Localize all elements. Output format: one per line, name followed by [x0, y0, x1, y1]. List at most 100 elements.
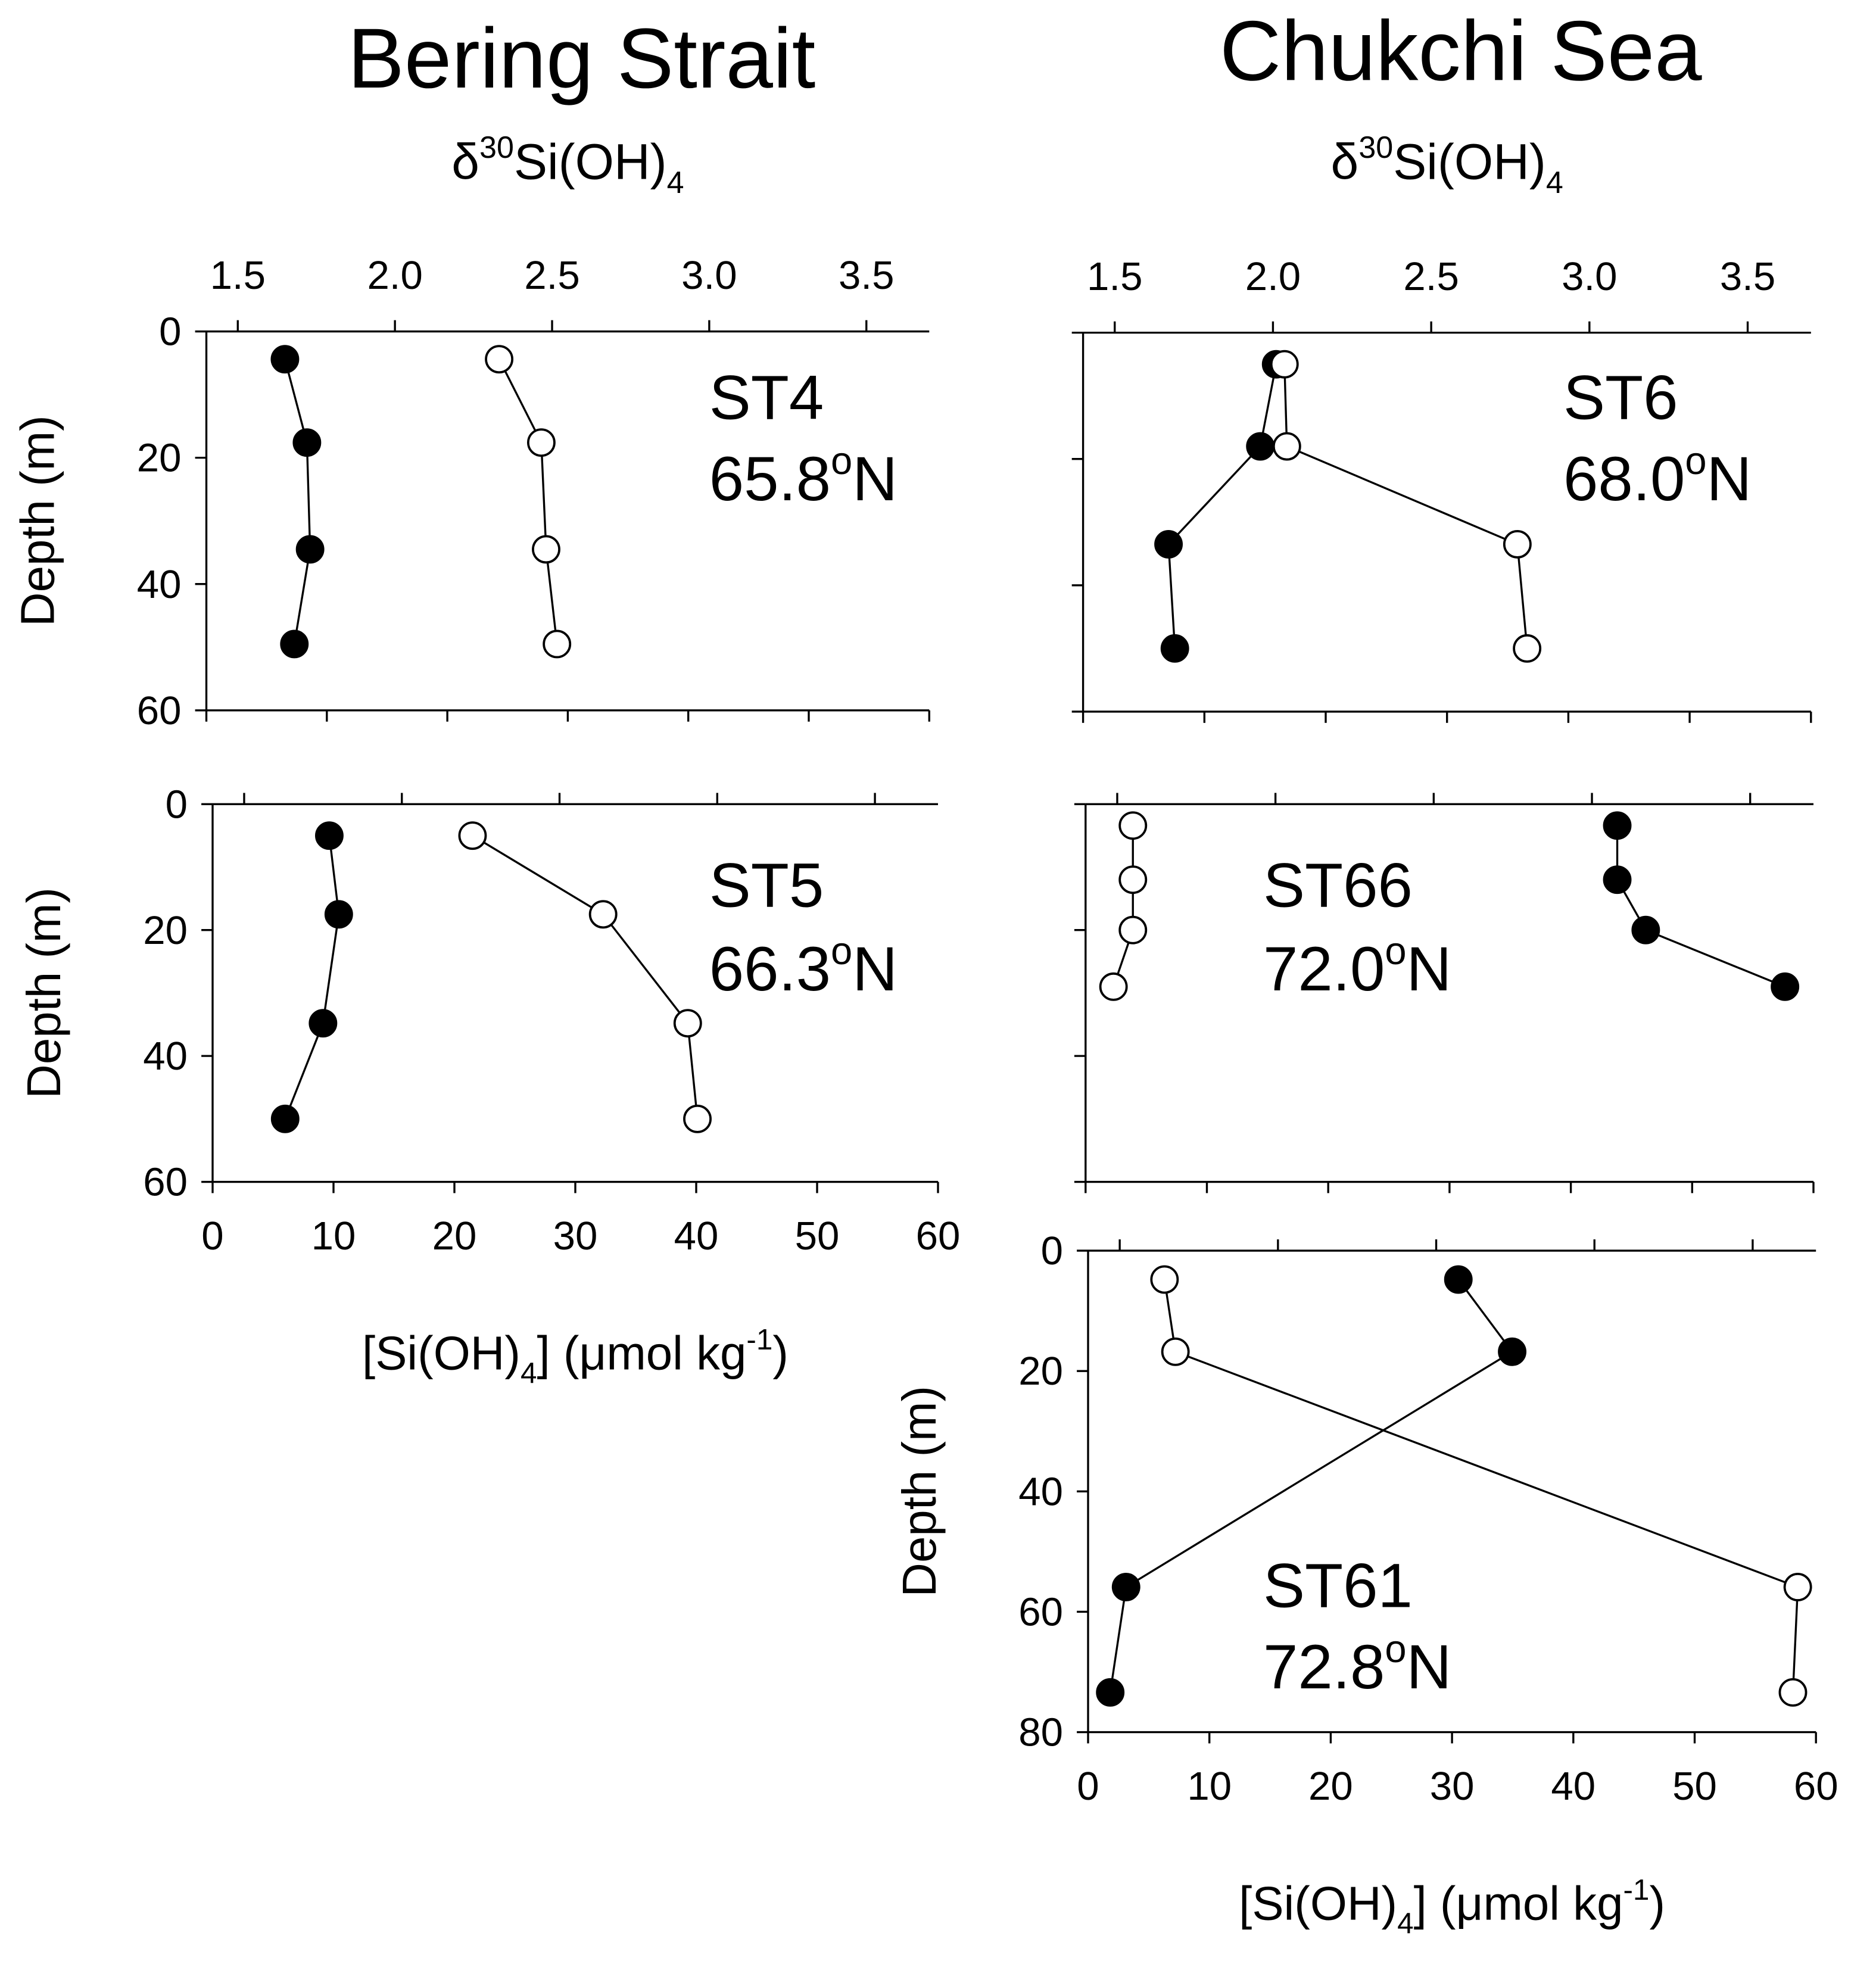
x2-axis-label-part: 4 [1546, 166, 1563, 200]
filled-marker [1631, 915, 1660, 945]
latitude-label-part: N [1407, 1632, 1452, 1702]
x-axis-label-part: ] (μmol kg [1414, 1877, 1623, 1930]
station-label: ST5 [709, 851, 824, 921]
y-tick-label: 80 [1018, 1710, 1063, 1755]
open-marker [1513, 634, 1542, 663]
latitude-label: 66.3oN [709, 929, 898, 1004]
latitude-label-part: N [1407, 934, 1452, 1004]
y-tick-label: 40 [137, 562, 182, 607]
profile-line [1112, 825, 1134, 987]
open-marker [1118, 811, 1148, 840]
latitude-label-part: 72.8 [1263, 1632, 1385, 1702]
latitude-label: 72.8oN [1263, 1627, 1451, 1702]
profile-line [283, 359, 311, 644]
x-tick-label: 40 [1551, 1764, 1595, 1809]
filled-marker [270, 345, 300, 374]
y-tick-label: 60 [143, 1160, 188, 1205]
latitude-label-part: 72.0 [1263, 934, 1385, 1004]
x-axis-label: [Si(OH)4] (μmol kg-1) [362, 1323, 789, 1389]
filled-marker [280, 629, 309, 659]
filled-marker [308, 1009, 338, 1038]
x-axis-label: [Si(OH)4] (μmol kg-1) [1239, 1874, 1665, 1940]
open-marker [1150, 1265, 1179, 1294]
x2-axis-label-part: 30 [1358, 130, 1393, 165]
x2-axis-label-part: Si(OH) [514, 133, 667, 189]
x-tick-label: 60 [916, 1214, 961, 1258]
y-tick-label: 20 [143, 908, 188, 953]
y-tick-label: 60 [137, 688, 182, 733]
open-marker [1503, 529, 1532, 559]
x2-tick-label: 2.5 [1403, 254, 1459, 299]
y-tick-label: 60 [1018, 1589, 1063, 1634]
x2-axis-label-part: 4 [667, 166, 684, 200]
y-tick-label: 0 [1041, 1229, 1063, 1273]
filled-marker [1771, 972, 1800, 1001]
latitude-label-part: N [1707, 444, 1752, 514]
open-marker [458, 821, 487, 850]
filled-marker [1111, 1573, 1140, 1601]
x2-tick-label: 1.5 [210, 253, 266, 298]
x2-axis-label: δ30Si(OH)4 [451, 130, 684, 200]
open-marker [1161, 1337, 1190, 1366]
x2-tick-label: 3.5 [839, 253, 894, 298]
x-tick-label: 50 [795, 1214, 840, 1258]
open-marker [526, 428, 556, 457]
x2-tick-label: 3.0 [1562, 254, 1617, 299]
x2-axis-label-part: δ [451, 133, 479, 189]
open-marker [485, 345, 514, 374]
filled-marker [1154, 529, 1183, 559]
latitude-label-part: N [852, 444, 898, 514]
x-tick-label: 60 [1794, 1764, 1838, 1809]
latitude-label-part: 66.3 [709, 934, 831, 1004]
y-tick-label: 0 [166, 782, 188, 827]
station-label: ST6 [1563, 363, 1678, 433]
x2-tick-label: 3.5 [1720, 254, 1775, 299]
filled-marker [1444, 1265, 1473, 1294]
filled-marker [295, 535, 325, 564]
profile-line [472, 834, 699, 1119]
latitude-label: 65.8oN [709, 439, 898, 514]
profile-line [284, 835, 340, 1120]
station-label: ST4 [709, 363, 824, 433]
x-tick-label: 40 [674, 1214, 719, 1258]
station-label: ST61 [1263, 1551, 1413, 1621]
x-axis-label-part: 4 [521, 1357, 537, 1389]
x-tick-label: 0 [201, 1214, 223, 1258]
profile-line [498, 359, 558, 644]
x2-tick-label: 2.5 [524, 253, 579, 298]
latitude-label-part: o [831, 439, 852, 482]
latitude-label: 72.0oN [1263, 929, 1451, 1004]
x2-axis-label-part: δ [1331, 133, 1359, 189]
station-label: ST66 [1263, 851, 1413, 921]
y-axis-label: Depth (m) [11, 415, 64, 627]
filled-marker [314, 821, 344, 850]
latitude-label-part: o [1385, 929, 1406, 973]
x-axis-label-part: [Si(OH) [362, 1327, 521, 1380]
filled-marker [270, 1104, 300, 1133]
open-marker [1118, 915, 1148, 945]
profile-line [1616, 825, 1785, 988]
x-tick-label: 20 [432, 1214, 477, 1258]
filled-marker [1603, 811, 1632, 840]
open-marker [1099, 972, 1128, 1001]
x-tick-label: 30 [1430, 1764, 1475, 1809]
open-marker [673, 1009, 702, 1038]
x2-tick-label: 2.0 [1245, 254, 1301, 299]
x-axis-label-part: [Si(OH) [1239, 1877, 1397, 1930]
y-axis-label: Depth (m) [17, 887, 70, 1099]
latitude-label-part: o [1385, 1627, 1406, 1670]
x-axis-label-part: ) [1649, 1877, 1665, 1930]
filled-marker [292, 428, 322, 457]
x-axis-label-part: 4 [1397, 1907, 1414, 1940]
filled-marker [324, 900, 353, 929]
open-marker [1783, 1573, 1812, 1601]
x2-tick-label: 1.5 [1087, 254, 1142, 299]
latitude-label-part: o [1685, 439, 1706, 482]
x2-tick-label: 2.0 [367, 253, 422, 298]
x-axis-label-part: -1 [1623, 1874, 1649, 1906]
x2-axis-label-part: 30 [479, 130, 514, 165]
x-axis-label-part: -1 [746, 1323, 772, 1356]
column-title: Bering Strait [348, 11, 816, 106]
open-marker [683, 1104, 712, 1133]
y-tick-label: 40 [143, 1034, 188, 1079]
